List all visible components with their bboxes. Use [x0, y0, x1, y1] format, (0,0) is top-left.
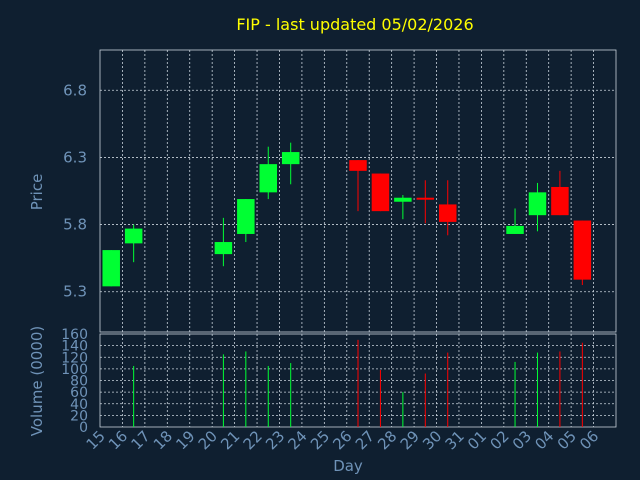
candle-body — [551, 186, 569, 216]
volume-tick-label: 40 — [70, 397, 88, 413]
volume-tick-label: 0 — [79, 420, 88, 436]
volume-tick-label: 20 — [70, 408, 88, 424]
chart-title: FIP - last updated 05/02/2026 — [236, 15, 473, 34]
price-tick-label: 5.3 — [63, 283, 87, 301]
volume-tick-label: 160 — [61, 327, 88, 343]
volume-tick-label: 100 — [61, 362, 88, 378]
candle-body — [438, 204, 457, 222]
x-tick-label: 06 — [576, 427, 602, 453]
volume-tick-label: 140 — [61, 339, 88, 355]
volume-tick-label: 60 — [70, 385, 88, 401]
candle-body — [214, 242, 233, 255]
x-axis: 1516171819202122232425262728293031010203… — [83, 427, 603, 453]
volume-axis-label: Volume (0000) — [28, 326, 46, 436]
price-tick-label: 5.8 — [63, 216, 87, 234]
volume-tick-label: 80 — [70, 374, 88, 390]
candle-body — [371, 173, 390, 212]
candle-body — [349, 160, 367, 171]
x-axis-label: Day — [333, 457, 363, 475]
candle-body — [237, 199, 255, 234]
candle-body — [416, 197, 435, 200]
price-axis-label: Price — [28, 174, 46, 211]
price-tick-label: 6.3 — [63, 148, 87, 166]
candle-body — [281, 152, 300, 165]
candle-body — [506, 225, 524, 234]
candle-body — [124, 228, 143, 244]
price-frame — [99, 49, 617, 333]
candle-body — [573, 220, 592, 280]
candle-body — [102, 250, 120, 287]
candle-body — [259, 164, 278, 193]
volume-tick-label: 120 — [61, 350, 88, 366]
price-panel: 5.3 5.8 6.3 6.8 — [63, 49, 617, 333]
candle-body — [528, 192, 547, 216]
price-tick-label: 6.8 — [63, 81, 87, 99]
candle-body — [394, 197, 412, 202]
